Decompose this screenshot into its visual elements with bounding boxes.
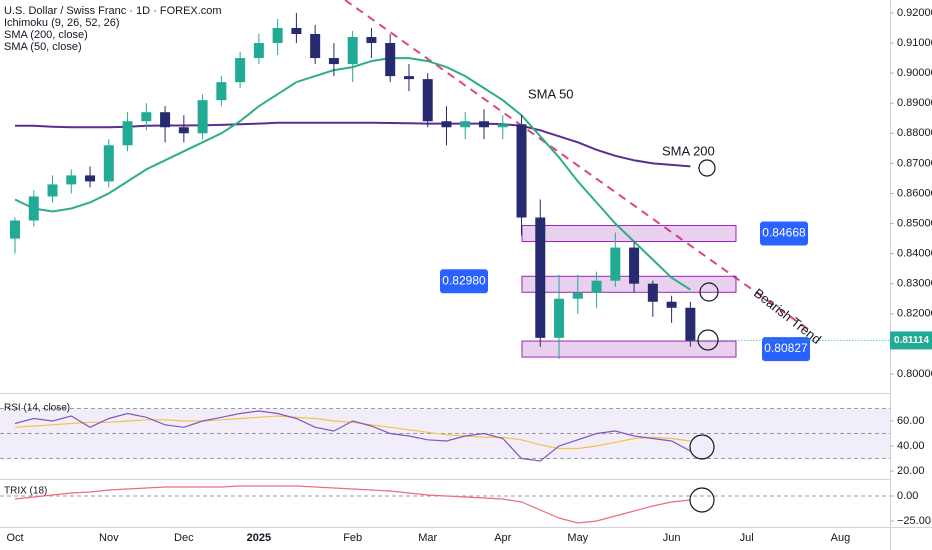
trix-line bbox=[14, 485, 691, 524]
trix-title: TRIX (18) bbox=[4, 486, 47, 497]
candle-body bbox=[197, 100, 208, 134]
candle-body bbox=[385, 43, 396, 77]
candle-body bbox=[422, 79, 433, 122]
highlight-circle bbox=[689, 487, 715, 513]
price-label: 0.82980 bbox=[442, 273, 486, 287]
candle-body bbox=[629, 247, 640, 284]
candle-body bbox=[366, 37, 377, 44]
candle-body bbox=[685, 307, 696, 341]
highlight-circle bbox=[699, 282, 719, 302]
x-tick-label: Apr bbox=[494, 532, 511, 544]
highlight-circle bbox=[697, 329, 719, 351]
x-tick-label: May bbox=[567, 532, 588, 544]
candle-body bbox=[535, 217, 546, 338]
candle-body bbox=[479, 121, 489, 128]
support-resistance-zone bbox=[521, 275, 737, 293]
annotation: SMA 50 bbox=[528, 86, 574, 101]
last-price-box bbox=[890, 331, 932, 350]
candle-body bbox=[291, 27, 302, 34]
candle-body bbox=[497, 124, 508, 128]
candle-body bbox=[235, 58, 246, 83]
candle-body bbox=[441, 121, 452, 128]
price-label-box bbox=[762, 337, 810, 362]
candle-body bbox=[10, 220, 20, 239]
candle-body bbox=[66, 175, 77, 185]
indicator-label: Ichimoku (9, 26, 52, 26) bbox=[4, 17, 120, 29]
candle-body bbox=[328, 58, 339, 65]
candle-body bbox=[591, 280, 602, 293]
candle-body bbox=[141, 112, 152, 122]
y-tick-label: 60.00 bbox=[897, 415, 925, 427]
y-tick-label: −25.00 bbox=[897, 515, 931, 527]
annotation: SMA 200 bbox=[662, 143, 715, 158]
price-label: 0.84668 bbox=[762, 226, 806, 240]
last-price-label: 0.81114 bbox=[894, 335, 929, 346]
indicator-label: SMA (200, close) bbox=[4, 29, 88, 41]
support-resistance-zone bbox=[521, 225, 737, 243]
highlight-circle bbox=[698, 159, 716, 177]
candle-body bbox=[85, 175, 96, 182]
x-tick-label: Jun bbox=[663, 532, 681, 544]
x-tick-label: Aug bbox=[831, 532, 851, 544]
candle-body bbox=[310, 33, 321, 59]
x-tick-label: Mar bbox=[418, 532, 437, 544]
x-tick-label: Dec bbox=[174, 532, 194, 544]
x-tick-label: Nov bbox=[99, 532, 119, 544]
indicator-label: SMA (50, close) bbox=[4, 41, 82, 53]
candle-body bbox=[103, 145, 114, 182]
candle-body bbox=[216, 82, 227, 101]
candle-body bbox=[47, 184, 58, 197]
y-tick-label: 0.92000 bbox=[897, 7, 932, 19]
price-label: 0.80827 bbox=[764, 341, 808, 355]
x-tick-label: 2025 bbox=[247, 532, 271, 544]
rsi-line bbox=[14, 415, 691, 450]
rsi-line bbox=[14, 410, 691, 462]
candle-body bbox=[516, 124, 527, 218]
x-tick-label: Oct bbox=[6, 532, 23, 544]
y-tick-label: 40.00 bbox=[897, 440, 925, 452]
candle-body bbox=[403, 76, 414, 80]
price-label-box bbox=[440, 269, 488, 294]
candle-body bbox=[122, 121, 133, 146]
candle-body bbox=[647, 283, 658, 302]
candle-body bbox=[178, 127, 189, 134]
y-tick-label: 20.00 bbox=[897, 465, 925, 477]
candle-body bbox=[347, 37, 358, 65]
candle-body bbox=[28, 196, 39, 221]
candle-body bbox=[272, 27, 283, 44]
candle-body bbox=[666, 301, 677, 308]
candle-body bbox=[572, 292, 583, 299]
price-label-box bbox=[760, 221, 808, 246]
candle-body bbox=[253, 43, 264, 59]
candle-body bbox=[554, 298, 565, 338]
rsi-title: RSI (14, close) bbox=[4, 403, 70, 414]
candle-body bbox=[610, 247, 621, 281]
x-tick-label: Feb bbox=[343, 532, 362, 544]
highlight-circle bbox=[689, 434, 715, 460]
x-tick-label: Jul bbox=[740, 532, 754, 544]
support-resistance-zone bbox=[521, 340, 737, 358]
candle-body bbox=[160, 112, 171, 128]
y-tick-label: 0.00 bbox=[897, 490, 918, 502]
chart-title: U.S. Dollar / Swiss Franc · 1D · FOREX.c… bbox=[4, 5, 222, 17]
candle-body bbox=[460, 121, 471, 128]
